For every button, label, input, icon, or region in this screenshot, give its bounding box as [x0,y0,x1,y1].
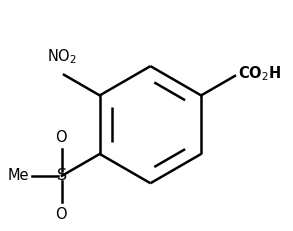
Text: O: O [55,207,67,222]
Text: S: S [57,168,67,183]
Text: O: O [55,130,67,145]
Text: Me: Me [7,168,29,183]
Text: NO$_2$: NO$_2$ [47,47,77,66]
Text: CO$_2$H: CO$_2$H [239,64,282,83]
